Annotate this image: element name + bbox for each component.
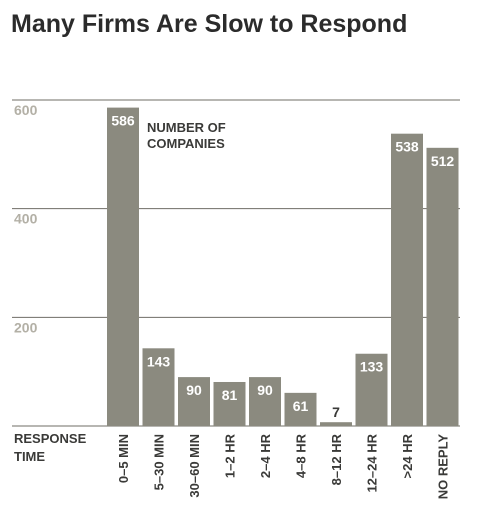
category-labels: 0–5 MIN 5–30 MIN 30–60 MIN 1–2 HR 2–4 HR 4–8 … xyxy=(116,433,451,499)
category-label: 1–2 HR xyxy=(223,433,238,478)
bar xyxy=(355,353,388,426)
bar xyxy=(320,422,352,426)
bar xyxy=(391,133,423,427)
y-tick-label: 600 xyxy=(14,102,38,118)
bar-value-label: 90 xyxy=(186,382,202,398)
bar xyxy=(284,392,317,426)
y-tick-label: 200 xyxy=(14,319,38,335)
bar xyxy=(178,377,210,426)
category-label: 2–4 HR xyxy=(258,433,273,478)
bar-value-label: 61 xyxy=(293,398,309,414)
bar xyxy=(107,107,139,427)
category-label: 0–5 MIN xyxy=(116,434,131,483)
category-label: 5–30 MIN xyxy=(152,434,167,490)
category-label: NO REPLY xyxy=(436,434,451,500)
bar xyxy=(142,348,175,426)
bar-value-label: 143 xyxy=(147,353,171,369)
bar-value-label: 81 xyxy=(222,387,238,403)
bar-value-label: 512 xyxy=(431,153,455,169)
bars xyxy=(107,107,459,427)
bar xyxy=(426,147,459,426)
category-label: 12–24 HR xyxy=(365,433,380,492)
category-label: 4–8 HR xyxy=(294,433,309,478)
x-axis-label-line-2: TIME xyxy=(14,449,45,464)
y-tick-label: 400 xyxy=(14,211,38,227)
series-note-line-1: NUMBER OF xyxy=(147,120,226,135)
bar xyxy=(213,381,246,426)
bar-value-label: 90 xyxy=(257,382,273,398)
x-axis-label-line-1: RESPONSE xyxy=(14,431,87,446)
series-note-line-2: COMPANIES xyxy=(147,136,225,151)
bar-value-label: 586 xyxy=(111,113,135,129)
category-label: >24 HR xyxy=(400,433,415,478)
bar xyxy=(249,377,281,426)
bar-value-label: 538 xyxy=(395,139,419,155)
bar-value-label: 7 xyxy=(332,404,340,420)
category-label: 30–60 MIN xyxy=(187,434,202,498)
value-labels: 586 143 90 81 90 61 7 133 538 512 xyxy=(111,113,454,421)
bar-value-label: 133 xyxy=(360,359,384,375)
chart-title: Many Firms Are Slow to Respond xyxy=(11,10,407,38)
category-label: 8–12 HR xyxy=(329,433,344,485)
